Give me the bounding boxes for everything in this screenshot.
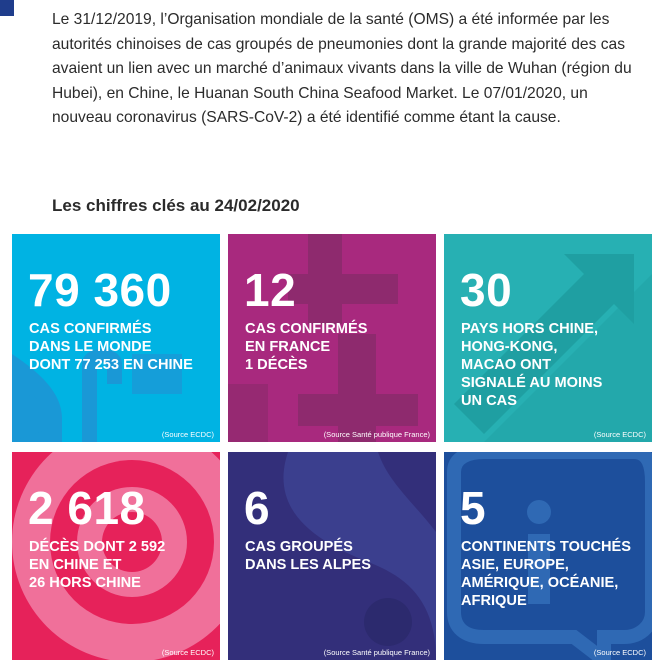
intro-paragraph: Le 31/12/2019, l’Organisation mondiale d… <box>52 11 632 126</box>
tile-world-confirmed: 79 360 CAS CONFIRMÉS DANS LE MONDE DONT … <box>12 234 220 442</box>
tile-description: CAS CONFIRMÉS DANS LE MONDE DONT 77 253 … <box>29 321 193 373</box>
section-title: Les chiffres clés au 24/02/2020 <box>52 196 300 215</box>
tile-source: (Source ECDC) <box>593 648 646 657</box>
plus-decor-icon <box>228 234 418 442</box>
tile-source: (Source Santé publique France) <box>323 430 430 439</box>
key-figures-grid: 79 360 CAS CONFIRMÉS DANS LE MONDE DONT … <box>12 234 652 662</box>
tile-description: DÉCÈS DONT 2 592 EN CHINE ET 26 HORS CHI… <box>29 539 166 591</box>
tile-number: 79 360 <box>28 264 172 316</box>
left-accent-bar <box>0 0 14 16</box>
tile-description: CAS GROUPÉS DANS LES ALPES <box>245 539 371 573</box>
arrow-decor-icon <box>454 254 652 442</box>
tile-source: (Source ECDC) <box>161 648 214 657</box>
tile-source: (Source Santé publique France) <box>323 648 430 657</box>
tile-continents: 5 CONTINENTS TOUCHÉS ASIE, EUROPE, AMÉRI… <box>444 452 652 660</box>
tile-number: 6 <box>244 482 271 534</box>
tile-description: CONTINENTS TOUCHÉS ASIE, EUROPE, AMÉRIQU… <box>461 539 632 609</box>
info-bubble-decor-icon <box>447 452 652 660</box>
mountain-decor-icon <box>228 452 436 660</box>
tile-number: 2 618 <box>28 482 146 534</box>
tile-countries: 30 PAYS HORS CHINE, HONG-KONG, MACAO ONT… <box>444 234 652 442</box>
tile-description: CAS CONFIRMÉS EN FRANCE 1 DÉCÈS <box>245 321 368 373</box>
tile-deaths: 2 618 DÉCÈS DONT 2 592 EN CHINE ET 26 HO… <box>12 452 220 660</box>
tile-number: 12 <box>244 264 297 316</box>
tile-source: (Source ECDC) <box>593 430 646 439</box>
tile-description: PAYS HORS CHINE, HONG-KONG, MACAO ONT SI… <box>461 321 603 409</box>
tile-number: 30 <box>460 264 513 316</box>
circle-decor-icon <box>12 452 220 660</box>
tile-source: (Source ECDC) <box>161 430 214 439</box>
tile-alps-clusters: 6 CAS GROUPÉS DANS LES ALPES (Source San… <box>228 452 436 660</box>
tile-number: 5 <box>460 482 487 534</box>
world-decor-icon <box>12 349 182 442</box>
tile-france-confirmed: 12 CAS CONFIRMÉS EN FRANCE 1 DÉCÈS (Sour… <box>228 234 436 442</box>
